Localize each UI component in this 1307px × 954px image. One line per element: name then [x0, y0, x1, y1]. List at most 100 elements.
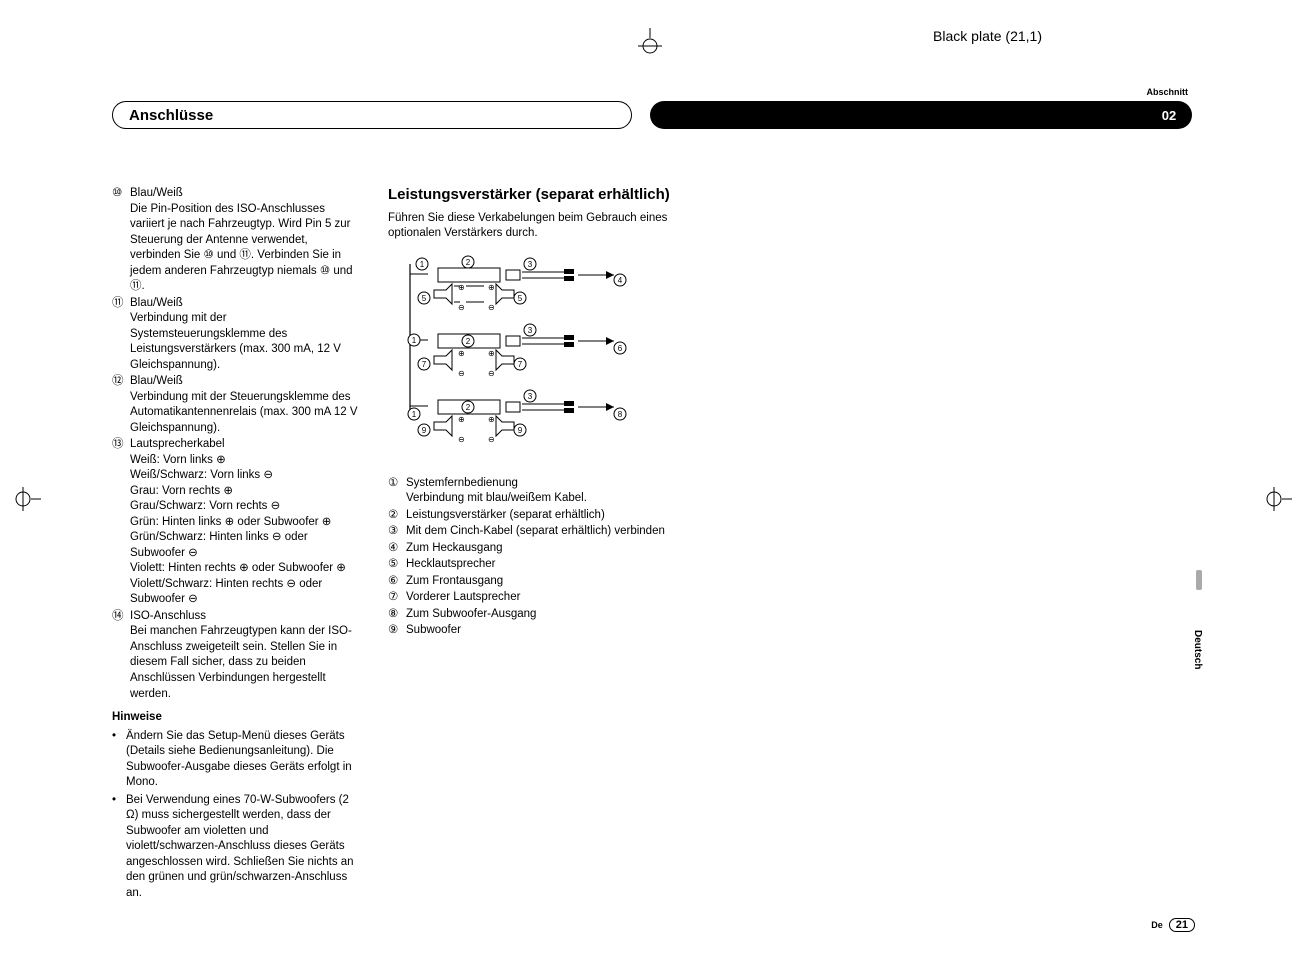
- right-intro: Führen Sie diese Verkabelungen beim Gebr…: [388, 211, 676, 242]
- right-heading: Leistungsverstärker (separat erhältlich): [388, 186, 676, 205]
- svg-text:⊖: ⊖: [488, 369, 495, 378]
- legend-7-num: ⑦: [388, 591, 398, 603]
- item-10: ⑩ Blau/Weiß Die Pin-Position des ISO-Ans…: [112, 186, 360, 295]
- legend-2-text: Leistungsverstärker (separat erhältlich): [406, 509, 605, 521]
- svg-text:7: 7: [518, 360, 523, 369]
- legend-6-text: Zum Frontausgang: [406, 575, 503, 587]
- svg-text:6: 6: [618, 344, 623, 353]
- legend-8: ⑧ Zum Subwoofer-Ausgang: [388, 607, 676, 623]
- tab-label: Deutsch: [1192, 630, 1203, 669]
- svg-text:2: 2: [466, 258, 471, 267]
- legend-8-num: ⑧: [388, 608, 398, 620]
- tab-stripe: [1196, 570, 1202, 590]
- svg-text:8: 8: [618, 410, 623, 419]
- hinweis-1: •Ändern Sie das Setup-Menü dieses Geräts…: [112, 729, 360, 791]
- svg-text:7: 7: [422, 360, 427, 369]
- item-13-l1: Weiß/Schwarz: Vorn links ⊖: [130, 469, 273, 481]
- header-title: Anschlüsse: [129, 107, 213, 124]
- item-13-l0: Weiß: Vorn links ⊕: [130, 454, 226, 466]
- legend-3-text: Mit dem Cinch-Kabel (separat erhältlich)…: [406, 525, 665, 537]
- num-11: ⑪: [112, 297, 124, 309]
- num-14: ⑭: [112, 610, 124, 622]
- legend-9-num: ⑨: [388, 624, 398, 636]
- abschnitt-label: Abschnitt: [1147, 87, 1189, 97]
- item-10-body: Die Pin-Position des ISO-Anschlusses var…: [130, 203, 353, 293]
- svg-text:⊖: ⊖: [458, 303, 465, 312]
- svg-text:4: 4: [618, 276, 623, 285]
- item-14-body: Bei manchen Fahrzeugtypen kann der ISO-A…: [130, 625, 352, 699]
- item-12-title: Blau/Weiß: [130, 375, 183, 387]
- crop-mark-left: [15, 479, 41, 519]
- legend-4-text: Zum Heckausgang: [406, 542, 503, 554]
- item-14: ⑭ ISO-Anschluss Bei manchen Fahrzeugtype…: [112, 609, 360, 702]
- legend-6: ⑥ Zum Frontausgang: [388, 574, 676, 590]
- item-10-title: Blau/Weiß: [130, 187, 183, 199]
- right-column: Leistungsverstärker (separat erhältlich)…: [388, 186, 676, 903]
- black-plate-label: Black plate (21,1): [933, 28, 1042, 44]
- legend-5-num: ⑤: [388, 558, 398, 570]
- num-12: ⑫: [112, 375, 124, 387]
- svg-text:⊖: ⊖: [488, 303, 495, 312]
- svg-text:⊕: ⊕: [488, 415, 495, 424]
- num-13: ⑬: [112, 438, 124, 450]
- svg-text:⊕: ⊕: [458, 349, 465, 358]
- legend-1-num: ①: [388, 477, 398, 489]
- legend-9: ⑨ Subwoofer: [388, 623, 676, 639]
- left-column: ⑩ Blau/Weiß Die Pin-Position des ISO-Ans…: [112, 186, 360, 903]
- svg-text:⊕: ⊕: [488, 283, 495, 292]
- section-header: Anschlüsse Abschnitt 02: [112, 100, 1192, 130]
- item-12: ⑫ Blau/Weiß Verbindung mit der Steuerung…: [112, 374, 360, 436]
- svg-text:3: 3: [528, 260, 533, 269]
- svg-text:1: 1: [412, 410, 417, 419]
- crop-mark-right: [1266, 479, 1292, 519]
- svg-text:9: 9: [422, 426, 427, 435]
- item-11-body: Verbindung mit der Systemsteuerungsklemm…: [130, 312, 341, 371]
- legend-3: ③ Mit dem Cinch-Kabel (separat erhältlic…: [388, 524, 676, 540]
- item-13-l2: Grau: Vorn rechts ⊕: [130, 485, 233, 497]
- item-13-l4: Grün: Hinten links ⊕ oder Subwoofer ⊕: [130, 516, 331, 528]
- legend-9-text: Subwoofer: [406, 624, 461, 636]
- item-11: ⑪ Blau/Weiß Verbindung mit der Systemste…: [112, 296, 360, 374]
- svg-text:⊖: ⊖: [458, 435, 465, 444]
- legend-1-sub: Verbindung mit blau/weißem Kabel.: [406, 492, 587, 504]
- page-footer: De 21: [1151, 918, 1195, 932]
- svg-text:5: 5: [422, 294, 427, 303]
- legend-7-text: Vorderer Lautsprecher: [406, 591, 520, 603]
- svg-text:1: 1: [412, 336, 417, 345]
- svg-text:⊕: ⊕: [458, 415, 465, 424]
- hinweis-1-text: Ändern Sie das Setup-Menü dieses Geräts …: [126, 729, 360, 791]
- svg-text:2: 2: [466, 403, 471, 412]
- item-14-title: ISO-Anschluss: [130, 610, 206, 622]
- item-13-l7: Violett/Schwarz: Hinten rechts ⊖ oder Su…: [130, 578, 322, 606]
- language-tab: Deutsch: [1192, 580, 1203, 660]
- legend-8-text: Zum Subwoofer-Ausgang: [406, 608, 536, 620]
- svg-text:2: 2: [466, 337, 471, 346]
- legend-1: ① Systemfernbedienung Verbindung mit bla…: [388, 476, 676, 507]
- legend-4-num: ④: [388, 542, 398, 554]
- legend-5: ⑤ Hecklautsprecher: [388, 557, 676, 573]
- svg-text:3: 3: [528, 326, 533, 335]
- footer-page: 21: [1169, 918, 1195, 932]
- item-13: ⑬ Lautsprecherkabel Weiß: Vorn links ⊕ W…: [112, 437, 360, 608]
- header-title-pill: Anschlüsse: [112, 101, 632, 129]
- legend-4: ④ Zum Heckausgang: [388, 541, 676, 557]
- svg-text:9: 9: [518, 426, 523, 435]
- item-13-title: Lautsprecherkabel: [130, 438, 225, 450]
- legend-5-text: Hecklautsprecher: [406, 558, 495, 570]
- hinweise-heading: Hinweise: [112, 710, 360, 726]
- svg-text:⊖: ⊖: [488, 435, 495, 444]
- svg-text:1: 1: [420, 260, 425, 269]
- crop-mark-top: [630, 28, 670, 54]
- legend-2-num: ②: [388, 509, 398, 521]
- item-13-l5: Grün/Schwarz: Hinten links ⊖ oder Subwoo…: [130, 531, 308, 559]
- legend-7: ⑦ Vorderer Lautsprecher: [388, 590, 676, 606]
- legend-2: ② Leistungsverstärker (separat erhältlic…: [388, 508, 676, 524]
- legend-3-num: ③: [388, 525, 398, 537]
- hinweis-2: •Bei Verwendung eines 70-W-Subwoofers (2…: [112, 793, 360, 902]
- legend-6-num: ⑥: [388, 575, 398, 587]
- item-13-l6: Violett: Hinten rechts ⊕ oder Subwoofer …: [130, 562, 346, 574]
- svg-text:3: 3: [528, 392, 533, 401]
- svg-text:⊕: ⊕: [458, 283, 465, 292]
- item-12-body: Verbindung mit der Steuerungsklemme des …: [130, 391, 358, 434]
- num-10: ⑩: [112, 187, 122, 199]
